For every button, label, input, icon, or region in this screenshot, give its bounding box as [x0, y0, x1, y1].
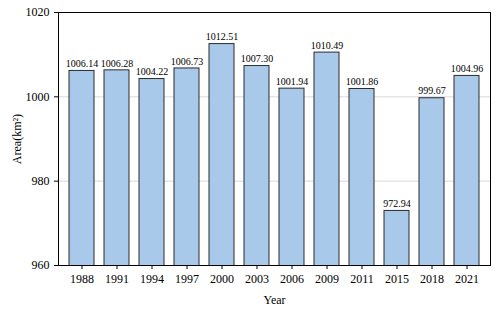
- svg-text:2003: 2003: [245, 272, 269, 286]
- svg-text:960: 960: [32, 258, 50, 272]
- svg-text:1004.96: 1004.96: [451, 63, 484, 74]
- svg-text:Area(km²): Area(km²): [10, 114, 24, 164]
- svg-text:1991: 1991: [105, 272, 129, 286]
- svg-text:2018: 2018: [420, 272, 444, 286]
- svg-text:1988: 1988: [70, 272, 94, 286]
- svg-text:1001.86: 1001.86: [346, 76, 379, 87]
- svg-text:2015: 2015: [385, 272, 409, 286]
- svg-text:2006: 2006: [280, 272, 304, 286]
- svg-text:1006.14: 1006.14: [66, 58, 99, 69]
- svg-text:1006.73: 1006.73: [171, 56, 204, 67]
- svg-text:1000: 1000: [26, 90, 50, 104]
- svg-text:2011: 2011: [350, 272, 374, 286]
- svg-text:1994: 1994: [140, 272, 164, 286]
- svg-text:1012.51: 1012.51: [206, 31, 239, 42]
- svg-text:1007.30: 1007.30: [241, 53, 274, 64]
- svg-text:2021: 2021: [455, 272, 479, 286]
- svg-text:999.67: 999.67: [418, 85, 446, 96]
- svg-text:1010.49: 1010.49: [311, 40, 344, 51]
- svg-text:1001.94: 1001.94: [276, 76, 309, 87]
- svg-text:2000: 2000: [210, 272, 234, 286]
- svg-text:1020: 1020: [26, 5, 50, 19]
- svg-text:1997: 1997: [175, 272, 199, 286]
- svg-text:2009: 2009: [315, 272, 339, 286]
- svg-text:972.94: 972.94: [383, 198, 411, 209]
- svg-text:1006.28: 1006.28: [101, 58, 134, 69]
- svg-text:980: 980: [32, 174, 50, 188]
- svg-text:1004.22: 1004.22: [136, 66, 169, 77]
- svg-text:Year: Year: [263, 293, 285, 307]
